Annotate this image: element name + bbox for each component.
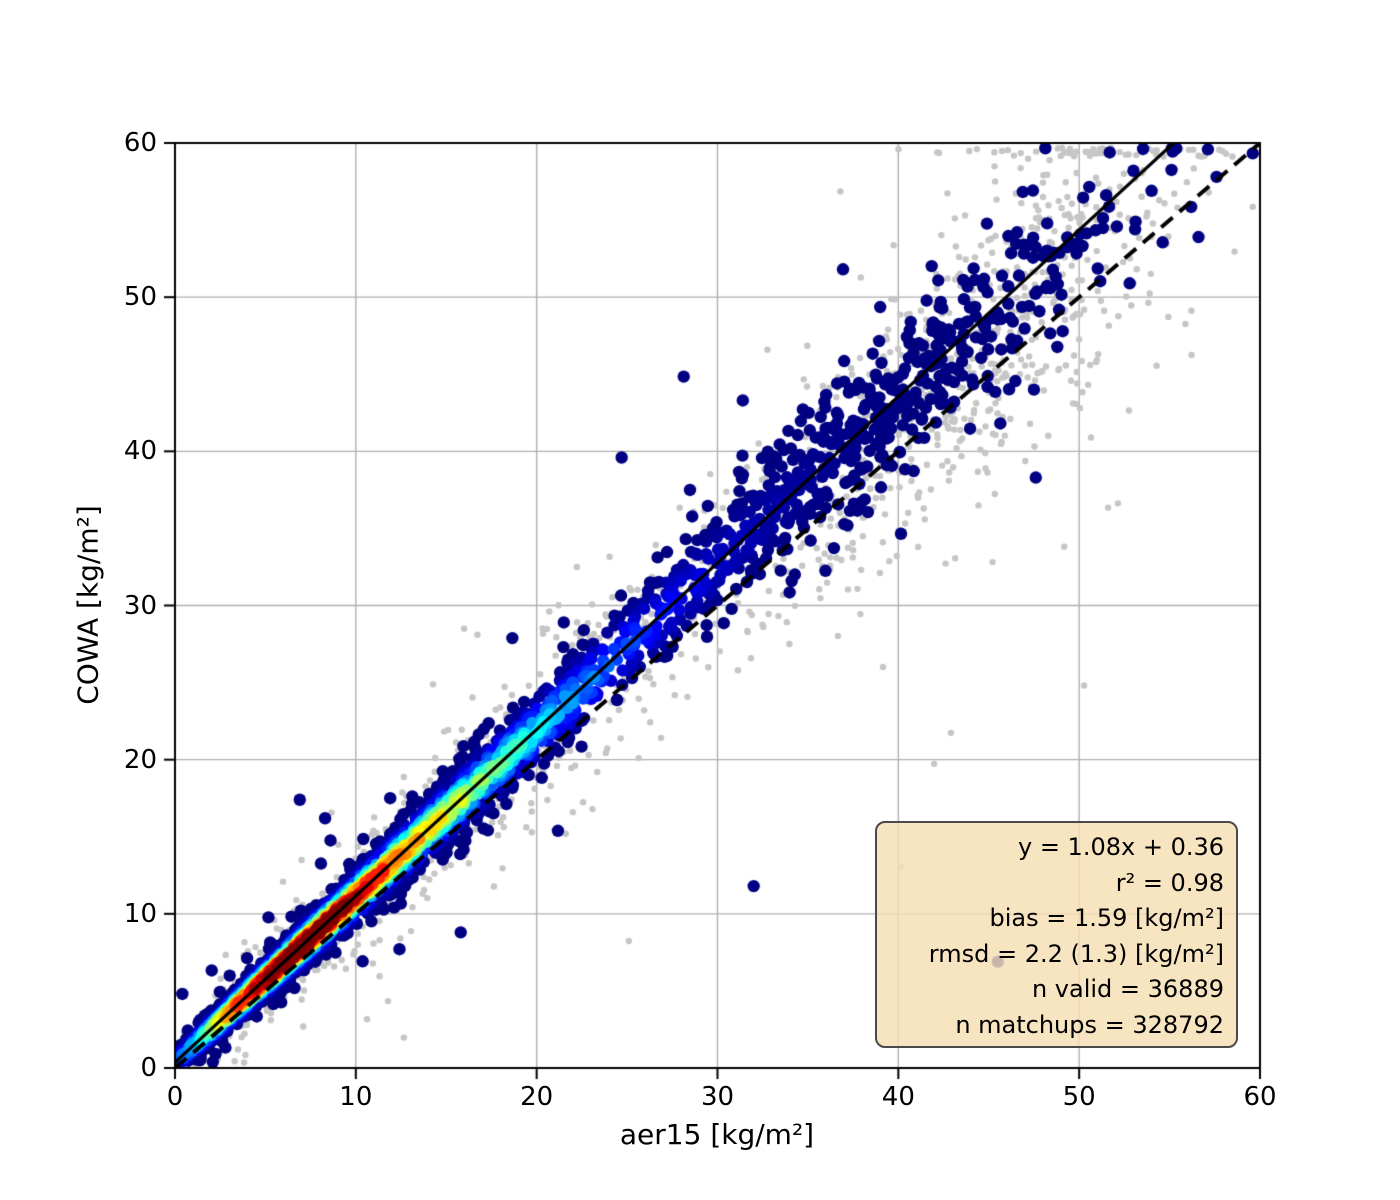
x-tick-label-2: 20 — [520, 1082, 554, 1112]
stats-line-bias: bias = 1.59 [kg/m²] — [989, 904, 1225, 932]
y-tick-label-0: 0 — [140, 1053, 157, 1083]
y-tick-label-2: 20 — [123, 744, 157, 775]
x-tick-label-5: 50 — [1062, 1082, 1096, 1112]
stats-line-equation: y = 1.08x + 0.36 — [1017, 833, 1224, 861]
y-tick-label-4: 40 — [123, 436, 157, 467]
y-tick-label-6: 60 — [123, 128, 157, 158]
stats-box: y = 1.08x + 0.36 r² = 0.98 bias = 1.59 [… — [875, 821, 1238, 1048]
stats-line-rmsd: rmsd = 2.2 (1.3) [kg/m²] — [928, 939, 1224, 968]
y-tick-label-3: 30 — [123, 590, 157, 621]
y-axis-label: COWA [kg/m²] — [71, 505, 105, 705]
x-tick-label-6: 60 — [1243, 1082, 1277, 1112]
x-tick-label-1: 10 — [339, 1082, 373, 1112]
x-tick-label-3: 30 — [700, 1082, 735, 1112]
y-tick-label-1: 10 — [123, 898, 157, 929]
y-tick-label-5: 50 — [123, 282, 157, 313]
x-tick-label-0: 0 — [166, 1082, 184, 1112]
stats-line-n-matchups: n matchups = 328792 — [955, 1010, 1224, 1039]
x-axis-label: aer15 [kg/m²] — [619, 1118, 815, 1151]
x-tick-label-4: 40 — [881, 1082, 915, 1112]
stats-line-n-valid: n valid = 36889 — [1031, 975, 1224, 1003]
stats-line-r2: r² = 0.98 — [1115, 868, 1224, 897]
